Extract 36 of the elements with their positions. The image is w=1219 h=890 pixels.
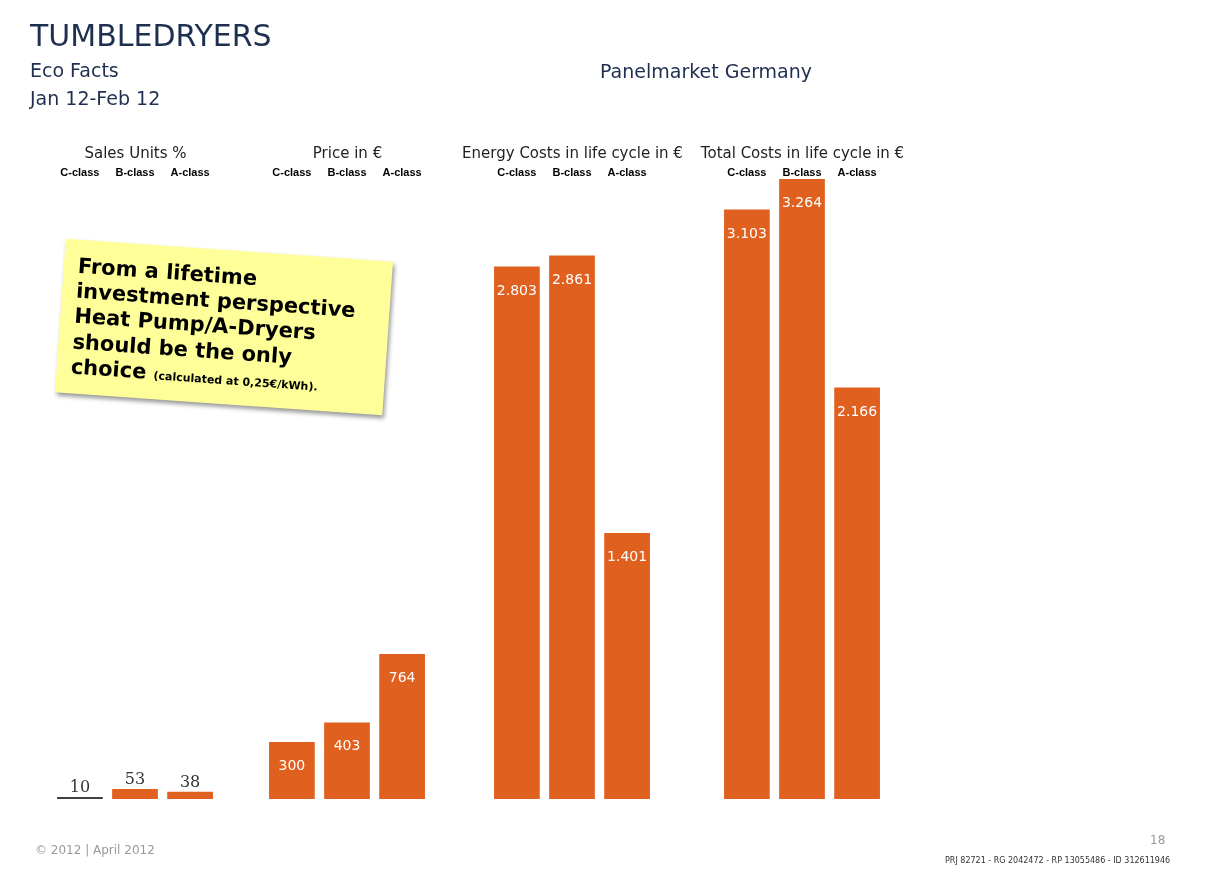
data-label: 1.401 <box>607 547 648 564</box>
text: Jan 12-Feb 12 <box>30 87 162 109</box>
data-label: 2.166 <box>837 402 878 419</box>
data-label: 764 <box>388 668 416 685</box>
x-tick-label: B-class <box>782 165 822 178</box>
data-label: 38 <box>179 771 201 791</box>
x-axis-title: Energy Costs in life cycle in € <box>462 143 683 162</box>
x-tick-label: B-class <box>552 165 592 178</box>
text: PRJ 82721 - RG 2042472 - RP 13055486 - ID 312611946 <box>945 856 1171 865</box>
x-tick-label: A-class <box>837 165 877 178</box>
x-tick-label: C-class <box>727 165 767 178</box>
data-label: 2.861 <box>551 270 593 287</box>
text: 18 <box>1150 833 1166 847</box>
x-tick-label: C-class <box>272 165 312 178</box>
chart-title: TUMBLEDRYERS <box>30 18 272 53</box>
chart-subtitle: Eco Facts <box>30 59 120 81</box>
data-label: 53 <box>124 768 146 788</box>
x-axis-title: Total Costs in life cycle in € <box>699 143 905 162</box>
data-label: 403 <box>333 737 361 754</box>
data-label: 3.103 <box>726 224 767 241</box>
data-label: 3.264 <box>781 194 823 210</box>
x-tick-label: A-class <box>607 165 647 178</box>
text: © 2012 | April 2012 <box>35 843 155 857</box>
x-axis-title: Price in € <box>312 143 383 162</box>
x-tick-label: A-class <box>170 165 210 178</box>
x-tick-label: A-class <box>382 165 422 178</box>
text: From a lifetime investment perspective Heat Pump/A-Dryers should be the only choice $_{(calculated at 0,25€/kWh).}$ <box>55 238 393 416</box>
x-tick-label: B-class <box>327 165 367 178</box>
x-axis-title: Sales Units % <box>84 143 187 162</box>
x-tick-label: B-class <box>115 165 155 178</box>
x-tick-label: C-class <box>60 165 100 178</box>
data-label: 10 <box>69 777 91 797</box>
data-label: 2.803 <box>496 281 537 298</box>
x-tick-label: C-class <box>497 165 537 178</box>
data-label: 300 <box>278 757 306 774</box>
text: Panelmarket Germany <box>600 60 813 82</box>
